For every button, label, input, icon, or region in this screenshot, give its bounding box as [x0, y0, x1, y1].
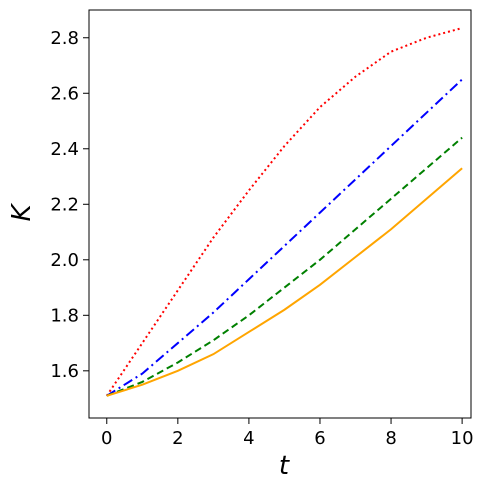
x-tick-label: 4 — [243, 428, 254, 449]
y-tick-label: 1.6 — [50, 361, 79, 382]
line — [106, 136, 463, 397]
y-tick-label: 1.8 — [50, 305, 79, 326]
y-tick-label: 2.6 — [50, 83, 79, 104]
y-tick-label: 2.8 — [50, 28, 79, 49]
y-tick-label: 2.0 — [50, 250, 79, 271]
x-tick-label: 0 — [101, 428, 112, 449]
x-axis-label: t — [279, 451, 290, 481]
line — [106, 167, 463, 397]
y-tick-label: 2.2 — [50, 194, 79, 215]
line — [105, 27, 463, 397]
x-tick-label: 10 — [451, 428, 474, 449]
x-tick-label: 2 — [172, 428, 183, 449]
line — [106, 78, 463, 397]
plot-frame — [88, 9, 472, 419]
y-axis-label: K — [7, 203, 37, 222]
x-tick-label: 6 — [314, 428, 325, 449]
y-tick-label: 2.4 — [50, 139, 79, 160]
x-tick-label: 8 — [385, 428, 396, 449]
